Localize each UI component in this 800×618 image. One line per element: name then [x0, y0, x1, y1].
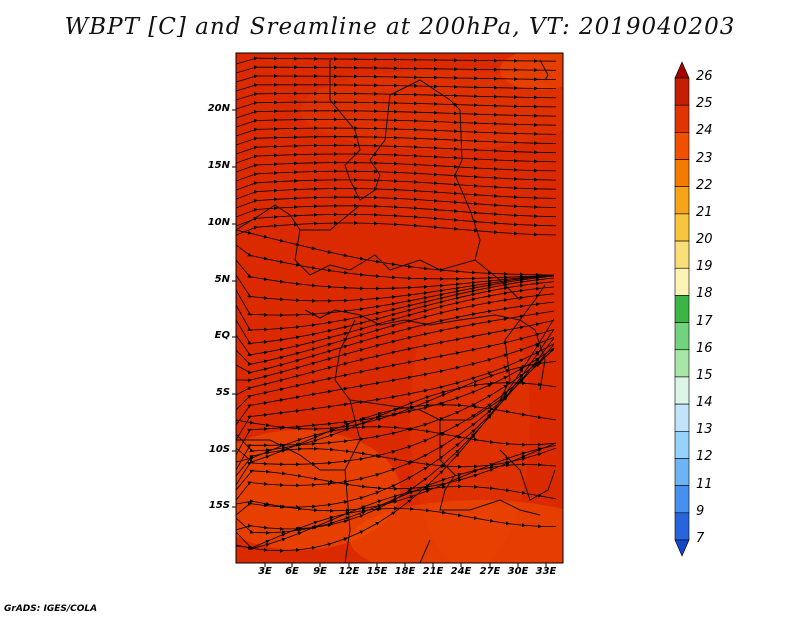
axis-ticks: [232, 109, 547, 567]
colorbar-label: 21: [696, 204, 713, 220]
lon-tick-label: 12E: [338, 566, 360, 577]
streamline: [236, 506, 556, 550]
streamline: [236, 91, 557, 101]
streamline: [236, 126, 557, 137]
lat-tick-label: 15N: [207, 160, 230, 171]
colorbar-segment: [674, 322, 690, 351]
colorbar-segment: [674, 159, 690, 188]
colorbar-label: 11: [696, 476, 713, 492]
streamline: [236, 65, 557, 74]
map-title: WBPT [C] and Sreamline at 200hPa, VT: 20…: [64, 14, 736, 40]
colorbar-segment: [674, 430, 690, 459]
streamline: [236, 100, 557, 110]
colorbar-label: 7: [696, 531, 705, 546]
colorbar-label: 18: [696, 286, 713, 302]
colorbar: [674, 61, 690, 557]
colorbar-label: 22: [696, 177, 713, 193]
lon-tick-label: 21E: [422, 566, 444, 577]
lon-tick-label: 15E: [366, 566, 388, 577]
lat-tick-label: 5S: [215, 387, 230, 398]
colorbar-label: 9: [696, 503, 705, 519]
colorbar-segment: [674, 77, 690, 106]
colorbar-segment: [674, 512, 690, 541]
streamline: [236, 143, 557, 155]
streamline: [236, 108, 557, 119]
country-borders: [236, 59, 556, 563]
lon-tick-label: 18E: [394, 566, 416, 577]
lat-tick-label: 10N: [207, 217, 230, 228]
colorbar-label: 15: [696, 367, 713, 383]
colorbar-label: 19: [696, 259, 713, 275]
colorbar-label: 13: [696, 422, 713, 438]
streamlines: [236, 56, 557, 553]
colorbar-segment: [674, 132, 690, 160]
lat-tick-label: 15S: [208, 500, 230, 511]
colorbar-segment: [674, 104, 690, 133]
streamline: [236, 56, 557, 65]
colorbar-label: 14: [696, 395, 713, 411]
lon-tick-label: 3E: [258, 566, 272, 577]
colorbar-label: 16: [696, 340, 713, 356]
colorbar-segment: [674, 186, 690, 215]
colorbar-label: 12: [696, 449, 713, 465]
streamline: [236, 424, 557, 463]
streamline: [236, 82, 557, 92]
lon-tick-label: 27E: [479, 566, 501, 577]
lon-tick-label: 33E: [535, 566, 557, 577]
colorbar-label: 23: [696, 150, 713, 166]
lon-tick-label: 6E: [285, 566, 299, 577]
colorbar-segment: [674, 295, 690, 323]
colorbar-segment: [674, 213, 690, 242]
credit-text: GrADS: IGES/COLA: [4, 604, 98, 614]
lon-tick-label: 24E: [450, 566, 472, 577]
lat-tick-label: 20N: [207, 103, 230, 114]
colorbar-label: 24: [696, 123, 713, 139]
colorbar-segment: [674, 349, 690, 378]
lat-tick-label: 5N: [214, 274, 230, 285]
streamline: [236, 151, 557, 164]
colorbar-bottom-triangle: [674, 539, 690, 557]
colorbar-label: 20: [696, 232, 713, 248]
colorbar-segment: [674, 403, 690, 432]
streamline: [236, 73, 557, 83]
colorbar-segment: [674, 267, 690, 296]
colorbar-segment: [674, 240, 690, 269]
colorbar-segment: [674, 376, 690, 405]
plot-frame: [235, 52, 564, 564]
colorbar-top-triangle: [674, 61, 690, 79]
colorbar-segment: [674, 458, 690, 486]
streamline: [236, 134, 557, 146]
streamline: [236, 117, 557, 128]
lat-tick-label: 10S: [208, 444, 230, 455]
colorbar-label: 26: [696, 69, 713, 84]
colorbar-label: 25: [696, 96, 713, 112]
lon-tick-label: 30E: [507, 566, 529, 577]
colorbar-label: 17: [696, 313, 713, 329]
lat-tick-label: EQ: [214, 330, 230, 341]
lon-tick-label: 9E: [313, 566, 327, 577]
colorbar-segment: [674, 485, 690, 514]
